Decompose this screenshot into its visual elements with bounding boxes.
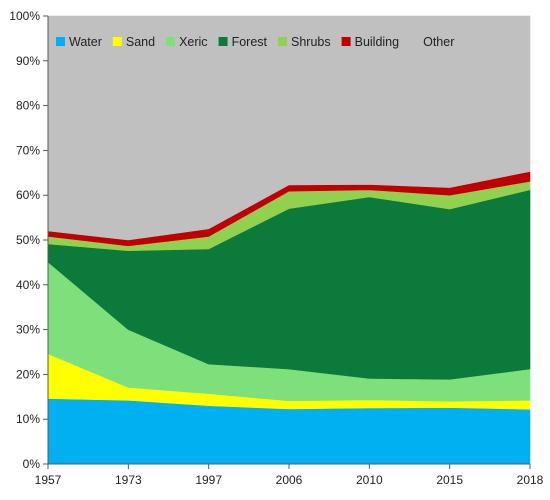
y-tick-label: 0% xyxy=(23,457,41,471)
y-tick-label: 20% xyxy=(16,367,40,381)
area-layers xyxy=(47,15,531,465)
legend-swatch-sand xyxy=(112,37,122,46)
x-tick-label: 1973 xyxy=(115,473,142,487)
legend-swatch-forest xyxy=(218,37,228,46)
x-tick-label: 1957 xyxy=(35,473,62,487)
y-tick-label: 90% xyxy=(16,54,40,68)
legend-swatch-building xyxy=(341,37,351,46)
x-tick-label: 2015 xyxy=(436,473,463,487)
legend-label-other: Other xyxy=(423,35,454,49)
legend-swatch-shrubs xyxy=(278,37,287,46)
y-tick-label: 80% xyxy=(16,99,40,113)
y-tick-label: 40% xyxy=(16,278,40,292)
legend-label-sand: Sand xyxy=(126,35,155,49)
area-other xyxy=(47,15,531,241)
y-tick-label: 30% xyxy=(16,323,40,337)
legend: Water Sand Xeric Forest Shrubs Building Other xyxy=(56,35,454,49)
legend-label-shrubs: Shrubs xyxy=(291,35,331,49)
x-tick-label: 2010 xyxy=(356,473,383,487)
legend-label-forest: Forest xyxy=(232,35,268,49)
y-tick-label: 70% xyxy=(16,143,40,157)
x-tick-label: 1997 xyxy=(195,473,222,487)
axes: 0% 10% 20% 30% 40% 50% 60% 70% 80% 90% 100% 1957 197… xyxy=(9,9,543,487)
legend-swatch-other xyxy=(410,37,420,46)
legend-label-building: Building xyxy=(355,35,400,49)
legend-label-water: Water xyxy=(69,35,102,49)
x-tick-label: 2018 xyxy=(517,473,544,487)
y-tick-label: 10% xyxy=(16,412,40,426)
legend-swatch-water xyxy=(56,37,65,46)
y-tick-label: 50% xyxy=(16,233,40,247)
legend-swatch-xeric xyxy=(166,37,176,46)
x-tick-label: 2006 xyxy=(276,473,303,487)
legend-label-xeric: Xeric xyxy=(179,35,207,49)
y-tick-label: 100% xyxy=(9,9,40,23)
y-tick-label: 60% xyxy=(16,188,40,202)
